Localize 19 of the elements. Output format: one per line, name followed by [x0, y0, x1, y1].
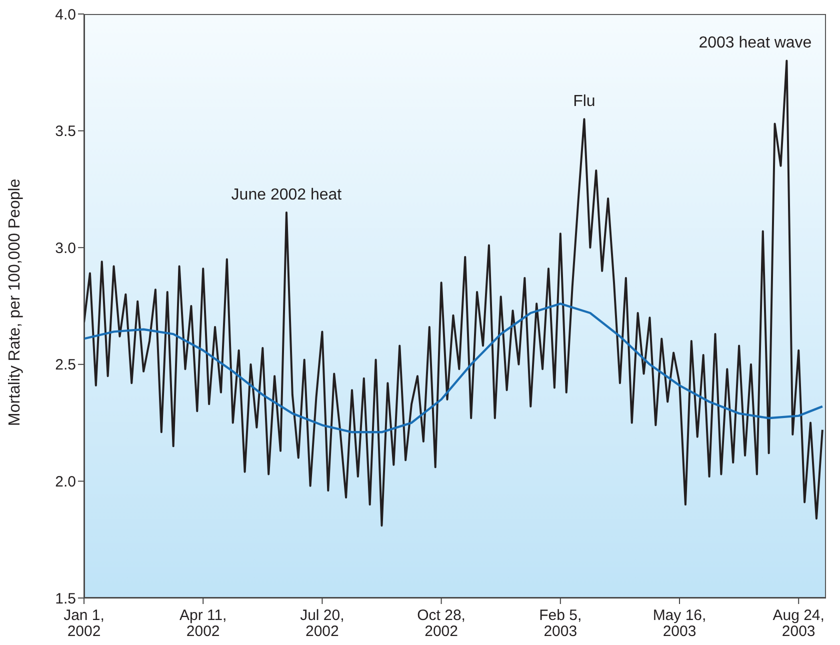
y-tick-label: 4.0 — [55, 6, 76, 24]
y-tick-label: 2.0 — [55, 474, 76, 491]
x-tick-label: Aug 24, 2003 — [772, 607, 824, 640]
x-tick-label: Oct 28, 2002 — [417, 607, 466, 640]
y-tick-label: 2.5 — [55, 356, 76, 374]
x-tick-label: Jan 1, 2002 — [64, 607, 104, 640]
annotation: June 2002 heat — [231, 186, 342, 204]
x-tick-label: Jul 20, 2002 — [300, 607, 344, 640]
y-tick-label: 3.5 — [55, 123, 76, 140]
x-tick-label: Feb 5, 2003 — [539, 607, 582, 640]
y-tick-label: 1.5 — [55, 590, 76, 608]
x-tick-label: Apr 11, 2002 — [179, 607, 227, 640]
y-axis-title: Mortality Rate, per 100,000 People — [6, 178, 24, 426]
y-tick-label: 3.0 — [55, 240, 76, 257]
x-tick-label: May 16, 2003 — [652, 607, 706, 640]
line-series — [84, 60, 824, 527]
line-series — [84, 302, 824, 434]
annotation: 2003 heat wave — [698, 34, 812, 52]
annotation: Flu — [573, 93, 596, 110]
